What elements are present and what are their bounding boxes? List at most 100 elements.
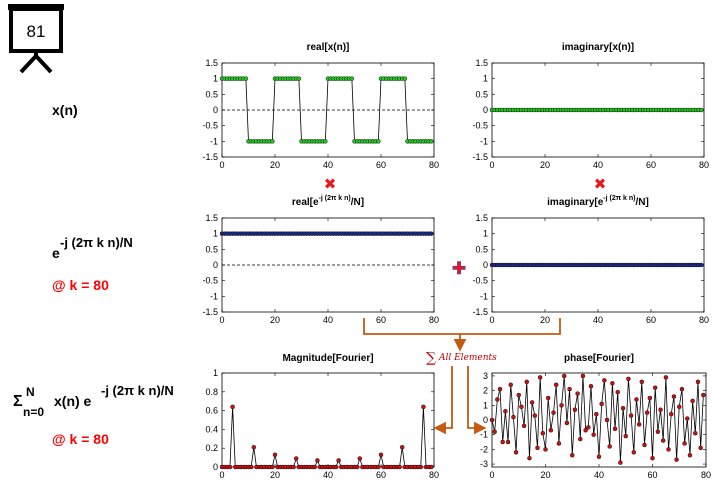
y-tick-label: 0 xyxy=(483,260,488,270)
y-tick-label: 0 xyxy=(213,462,218,472)
sum-body: x(n) e xyxy=(54,393,92,409)
data-point xyxy=(543,447,548,452)
data-point xyxy=(687,453,693,458)
plot-imag-xn: imaginary[x(n)]1.510.50-0.5-1-1.50 20 40 60… xyxy=(472,42,709,170)
label-at-k: @ k = 80 xyxy=(52,277,109,293)
y-tick-label: 0 xyxy=(483,415,488,425)
data-point xyxy=(594,411,599,417)
x-tick-label: 80 xyxy=(701,470,711,480)
data-point xyxy=(513,450,519,455)
data-point xyxy=(561,373,567,379)
label-kernel: e -j (2π k n)/N xyxy=(52,235,133,261)
data-point xyxy=(497,386,503,392)
data-point xyxy=(537,375,543,380)
y-tick-label: 0.5 xyxy=(205,244,218,254)
data-point xyxy=(516,392,521,398)
data-point xyxy=(578,436,583,442)
data-point xyxy=(323,139,328,144)
plot-title: imaginary[x(n)] xyxy=(562,42,634,53)
data-point xyxy=(623,433,628,439)
data-point xyxy=(644,410,650,415)
data-point xyxy=(556,441,562,446)
plot-title: real[x(n)] xyxy=(307,42,350,53)
data-point xyxy=(639,379,645,385)
data-point xyxy=(421,404,426,410)
data-point xyxy=(618,460,623,465)
sum-sigma: Σ xyxy=(13,393,23,410)
data-point xyxy=(695,379,701,385)
x-tick-label: 40 xyxy=(323,160,333,170)
plot-title-exp: -j (2π k n) xyxy=(319,195,351,202)
data-point xyxy=(429,464,434,470)
data-point xyxy=(693,430,698,436)
x-tick-label: 20 xyxy=(270,470,280,480)
x-tick-label: 60 xyxy=(376,470,386,480)
data-point xyxy=(583,428,588,433)
data-point xyxy=(564,420,570,426)
data-point xyxy=(429,139,434,144)
data-point xyxy=(495,397,500,402)
data-point xyxy=(567,386,572,392)
y-tick-label: 2 xyxy=(483,386,488,396)
y-tick-label: 1 xyxy=(213,74,218,84)
x-tick-label: 0 xyxy=(219,470,224,480)
data-point xyxy=(270,464,275,470)
y-tick-label: 0 xyxy=(483,105,488,115)
x-tick-label: 60 xyxy=(646,160,656,170)
x-tick-label: 40 xyxy=(594,470,604,480)
data-point xyxy=(626,376,631,382)
series-line xyxy=(491,375,704,463)
data-point xyxy=(666,447,671,452)
data-point xyxy=(612,426,618,432)
y-tick-label: -3 xyxy=(480,459,488,469)
data-point xyxy=(660,438,666,443)
data-point xyxy=(588,383,594,389)
data-point xyxy=(602,378,607,383)
y-tick-label: -0.5 xyxy=(202,276,218,286)
x-tick-label: 20 xyxy=(540,315,550,325)
data-point xyxy=(663,375,669,380)
plot-title-exp: -j (2π k n) xyxy=(603,195,635,202)
x-tick-label: 60 xyxy=(647,470,657,480)
y-tick-label: -0.5 xyxy=(202,121,218,131)
arrow-to-phase xyxy=(467,366,487,435)
data-point xyxy=(418,464,423,470)
y-tick-label: -1 xyxy=(480,291,488,301)
data-point xyxy=(596,454,602,459)
data-point xyxy=(580,373,586,379)
bracket-line xyxy=(363,318,561,335)
data-point xyxy=(674,457,679,462)
data-point xyxy=(532,413,538,418)
data-point xyxy=(230,404,235,410)
data-point xyxy=(429,231,434,236)
data-point xyxy=(604,417,610,423)
sum-annotation-text: All Elements xyxy=(438,353,497,363)
data-point xyxy=(270,139,275,144)
data-point xyxy=(628,413,634,418)
multiply-icon-left: ✖ xyxy=(324,175,337,193)
y-tick-label: -2 xyxy=(480,444,488,454)
data-point xyxy=(586,425,591,430)
data-point xyxy=(634,397,639,402)
y-tick-label: -1.5 xyxy=(202,307,218,317)
label-kernel-exp: -j (2π k n)/N xyxy=(60,235,133,250)
y-tick-label: -1.5 xyxy=(472,152,488,162)
data-point xyxy=(527,455,532,461)
sum-symbol: ∑ xyxy=(426,350,436,366)
x-tick-label: 60 xyxy=(376,160,386,170)
sum-annotation: ∑ All Elements xyxy=(426,350,497,366)
y-tick-label: 1 xyxy=(483,74,488,84)
data-point xyxy=(521,423,527,429)
x-tick-label: 80 xyxy=(429,160,439,170)
data-point xyxy=(685,416,690,421)
data-point xyxy=(548,428,554,433)
data-point xyxy=(535,445,540,451)
data-point xyxy=(698,445,703,451)
y-tick-label: 0.8 xyxy=(205,387,218,397)
slide-number: 81 xyxy=(27,22,46,41)
data-point xyxy=(701,392,706,398)
data-point xyxy=(658,407,663,412)
arrow-to-magnitude xyxy=(433,366,453,435)
data-point xyxy=(671,394,677,399)
data-point xyxy=(296,76,302,81)
